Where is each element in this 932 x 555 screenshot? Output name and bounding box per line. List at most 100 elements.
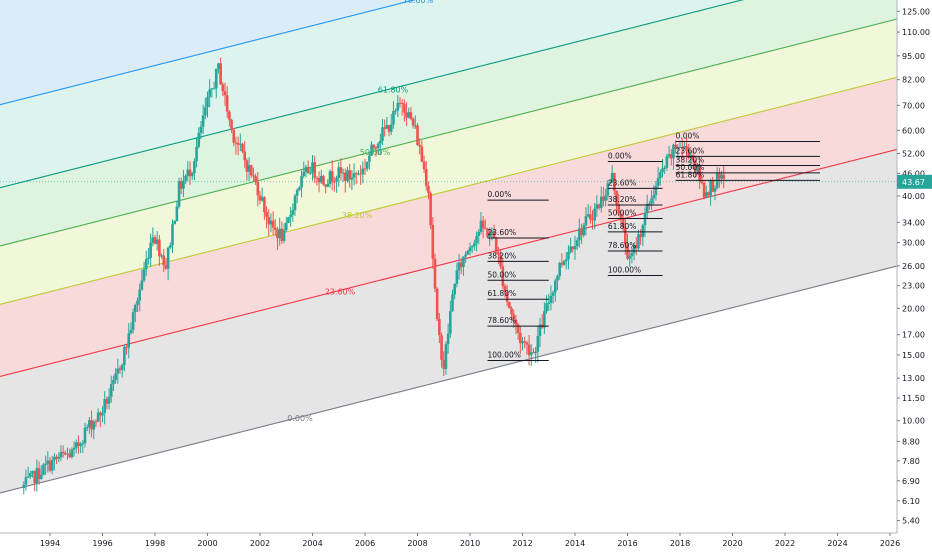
candle-171 xyxy=(396,94,400,117)
candle-159 xyxy=(370,141,373,156)
candle-276 xyxy=(626,233,629,261)
candle-41 xyxy=(112,375,115,391)
y-tick-label: 11.50 xyxy=(902,394,925,403)
candle-135 xyxy=(317,171,321,193)
fib-retracement-1[interactable]: 0.00% 23.60% 38.20% 50.00% 61.80% 78.60% 100.0… xyxy=(607,151,663,276)
candle-279 xyxy=(632,242,636,261)
candle-313 xyxy=(707,191,710,198)
x-tick-label: 2004 xyxy=(302,539,322,548)
candle-202 xyxy=(464,251,467,263)
candle-83 xyxy=(204,97,207,120)
candle-298 xyxy=(674,140,677,154)
candle-63 xyxy=(160,253,163,259)
y-tick-label: 110.00 xyxy=(902,28,930,37)
candle-297 xyxy=(672,143,675,170)
candle-189 xyxy=(435,287,439,322)
candle-73 xyxy=(182,169,185,198)
candle-149 xyxy=(348,163,351,188)
fib-channel-line-2[interactable] xyxy=(0,76,898,305)
candle-290 xyxy=(656,167,660,189)
candle-61 xyxy=(155,231,159,251)
candle-85 xyxy=(208,79,211,108)
candle-59 xyxy=(151,227,155,247)
candle-93 xyxy=(225,86,229,118)
candle-236 xyxy=(538,317,542,348)
fib-channel-lines xyxy=(0,0,898,494)
candle-66 xyxy=(166,246,170,281)
candle-13 xyxy=(50,455,54,475)
price-axis-bg xyxy=(897,0,932,550)
fib-channel-line-4[interactable] xyxy=(0,0,897,189)
candle-314 xyxy=(709,178,712,206)
candle-126 xyxy=(298,185,301,192)
candle-249 xyxy=(567,245,570,270)
candle-283 xyxy=(641,223,645,247)
candle-200 xyxy=(459,258,463,275)
candle-90 xyxy=(219,57,222,86)
candle-294 xyxy=(665,153,669,171)
candle-55 xyxy=(142,261,146,283)
candle-79 xyxy=(195,137,198,168)
candle-197 xyxy=(453,283,456,300)
candle-247 xyxy=(562,259,566,266)
candle-28 xyxy=(83,422,87,448)
candle-193 xyxy=(444,341,448,375)
candle-62 xyxy=(158,235,161,266)
y-tick-label: 23.00 xyxy=(902,282,925,291)
candle-172 xyxy=(398,97,402,108)
fib-channel-line-0[interactable] xyxy=(0,265,898,494)
fib-retracement-2[interactable]: 0.00% 23.60%38.20%50.00%61.80% xyxy=(675,131,820,181)
candle-82 xyxy=(201,104,205,134)
candle-74 xyxy=(184,174,187,184)
x-tick-label: 2010 xyxy=(460,539,480,548)
fib-channel-line-1[interactable] xyxy=(0,148,898,377)
candle-100 xyxy=(241,142,244,154)
candle-40 xyxy=(109,375,113,403)
x-tick-label: 2006 xyxy=(355,539,375,548)
candle-263 xyxy=(597,203,601,211)
y-tick-label: 60.00 xyxy=(902,126,925,135)
y-tick-label: 6.90 xyxy=(902,477,920,486)
candle-148 xyxy=(346,166,349,183)
candle-138 xyxy=(324,184,327,194)
candle-75 xyxy=(186,161,190,182)
candle-46 xyxy=(123,344,126,372)
candle-291 xyxy=(659,169,662,186)
fib-channel-line-3[interactable] xyxy=(0,18,898,247)
candle-117 xyxy=(278,217,281,246)
fib-channel-label-3: 50.00% xyxy=(360,148,391,157)
candle-225 xyxy=(514,315,518,335)
candle-29 xyxy=(85,424,89,432)
candle-262 xyxy=(595,195,599,217)
candle-51 xyxy=(134,303,137,323)
candle-176 xyxy=(407,107,411,119)
candle-8 xyxy=(39,465,43,480)
candle-123 xyxy=(291,203,295,222)
candle-221 xyxy=(505,284,509,307)
candle-5 xyxy=(33,470,36,492)
candle-248 xyxy=(564,251,568,270)
candle-115 xyxy=(274,218,277,236)
last-price-tag[interactable] xyxy=(897,174,932,189)
candle-318 xyxy=(718,167,721,188)
candle-232 xyxy=(529,344,533,366)
candle-293 xyxy=(663,165,666,175)
candle-196 xyxy=(451,289,454,312)
candle-246 xyxy=(560,253,564,268)
candle-145 xyxy=(339,158,343,181)
candle-229 xyxy=(523,336,526,349)
candle-81 xyxy=(199,121,203,140)
candle-111 xyxy=(265,206,268,229)
y-tick-label: 7.80 xyxy=(902,457,920,466)
fib-channel-line-5[interactable] xyxy=(0,0,897,106)
retracement-label: 0.00% xyxy=(488,190,512,199)
candle-219 xyxy=(501,257,505,290)
candle-133 xyxy=(313,155,316,184)
candle-14 xyxy=(53,453,56,471)
y-tick-label: 82.00 xyxy=(902,76,925,85)
candle-167 xyxy=(387,124,391,137)
fib-retracement-0[interactable]: 0.00% 23.60% 38.20% 50.00% 61.80% 78.60% 100.0… xyxy=(487,190,549,361)
candle-260 xyxy=(591,210,594,230)
